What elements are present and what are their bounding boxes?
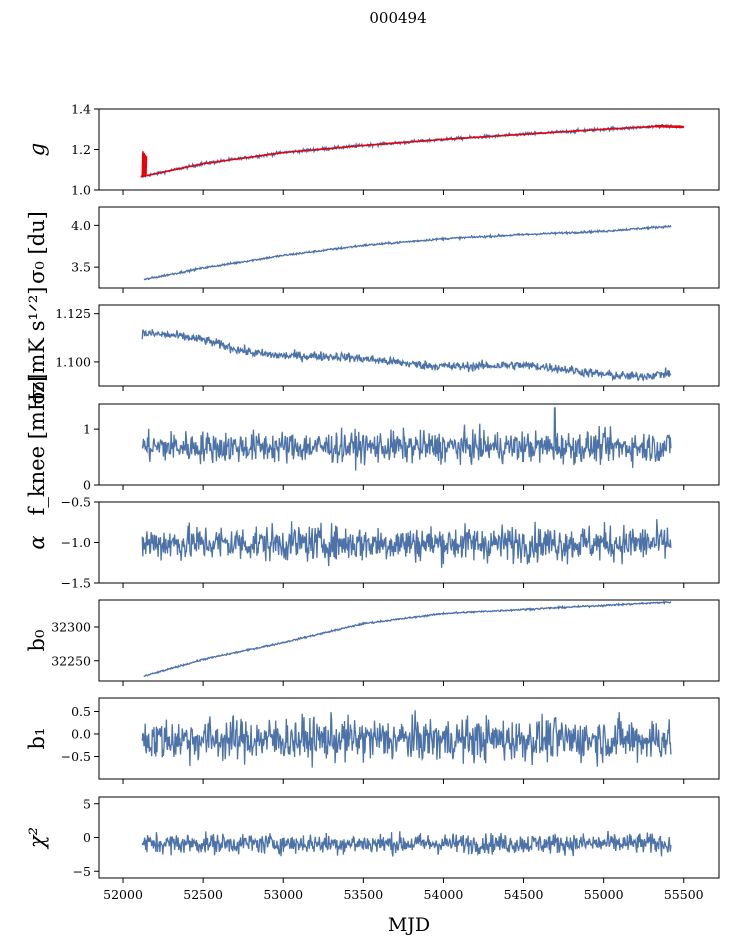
model-tail-g (654, 124, 684, 129)
model-spike-g (141, 151, 148, 176)
axes-frame-g (98, 108, 720, 191)
ytick-label-g-0: 1.0 (71, 183, 91, 198)
ytick-label-b0-0: 32250 (51, 653, 91, 668)
ytick-label-b1-1: 0.0 (71, 727, 91, 742)
ytick-label-g-2: 1.4 (71, 102, 91, 117)
model-line-g (140, 125, 684, 178)
ylabel-b1: b₁ (25, 728, 49, 750)
ytick-label-b1-0: −0.5 (61, 749, 91, 764)
panel-alpha: −1.5 −1.0 −0.5 α (25, 495, 720, 591)
panel-sigma0_du: 3.5 4.0 σ₀ [du] (25, 206, 720, 293)
xtick-label-6: 55000 (584, 887, 624, 902)
series-line-b1 (141, 710, 672, 768)
ytick-label-g-1: 1.2 (71, 142, 91, 157)
xtick-label-4: 54000 (424, 887, 464, 902)
series-line-fknee (141, 407, 672, 471)
ylabel-sigma0_mk: σ₀[mK s¹ᐟ²] (25, 287, 49, 405)
axes-frame-fknee (98, 403, 720, 486)
xtick-label-5: 54500 (504, 887, 544, 902)
panel-sigma0_mk: 1.100 1.125 σ₀[mK s¹ᐟ²] (25, 287, 720, 405)
ytick-label-fknee-1: 1 (83, 422, 91, 437)
panel-chi2: −5 0 5 52000 52500 53000 53500 54000 54500 55000 5… (25, 796, 720, 902)
ytick-label-sigma0_du-1: 4.0 (71, 218, 91, 233)
panel-g: 1.0 1.2 1.4 g (25, 102, 720, 198)
xtick-label-7: 55500 (664, 887, 704, 902)
series-line-alpha (141, 519, 672, 568)
ytick-label-alpha-2: −0.5 (61, 495, 91, 510)
axes-frame-sigma0_du (98, 206, 720, 289)
ylabel-chi2: χ² (25, 827, 49, 850)
axes-frame-sigma0_mk (98, 304, 720, 387)
ytick-label-b1-2: 0.5 (71, 704, 91, 719)
panels: 1.0 1.2 1.4 g 3.5 4.0 σ₀ [du] 1.100 1.125 σ₀[mK s… (25, 102, 720, 902)
ytick-label-sigma0_mk-0: 1.100 (55, 354, 91, 369)
xtick-label-3: 53500 (343, 887, 383, 902)
series-line-sigma0_du (143, 224, 672, 281)
panel-b1: −0.5 0.0 0.5 b₁ (25, 697, 720, 784)
series-line-sigma0_mk (141, 329, 672, 382)
ytick-label-alpha-1: −1.0 (61, 535, 91, 550)
axes-frame-b1 (98, 697, 720, 780)
ytick-label-chi2-1: 0 (83, 830, 91, 845)
xtick-label-2: 53000 (263, 887, 303, 902)
ytick-label-chi2-2: 5 (83, 796, 91, 811)
ytick-label-sigma0_du-0: 3.5 (71, 260, 91, 275)
ytick-label-fknee-0: 0 (83, 478, 91, 493)
ylabel-fknee: f_knee [mHz] (25, 374, 49, 516)
axes-frame-b0 (98, 599, 720, 682)
ytick-label-b0-1: 32300 (51, 620, 91, 635)
series-line-g (140, 123, 685, 179)
figure-title: 000494 (369, 9, 426, 27)
ylabel-sigma0_du: σ₀ [du] (25, 211, 49, 284)
ytick-label-sigma0_mk-1: 1.125 (55, 306, 91, 321)
x-axis-label: MJD (388, 914, 430, 936)
panel-fknee: 0 1 f_knee [mHz] (25, 374, 720, 516)
ylabel-g: g (25, 143, 49, 156)
ylabel-b0: b₀ (25, 630, 49, 652)
xtick-label-0: 52000 (103, 887, 143, 902)
ytick-label-alpha-0: −1.5 (61, 576, 91, 591)
xtick-label-1: 52500 (183, 887, 223, 902)
series-line-b0 (143, 599, 672, 678)
ytick-label-chi2-0: −5 (73, 864, 91, 879)
axes-frame-chi2 (98, 796, 720, 879)
series-line-chi2 (141, 831, 672, 857)
ylabel-alpha: α (25, 535, 49, 549)
